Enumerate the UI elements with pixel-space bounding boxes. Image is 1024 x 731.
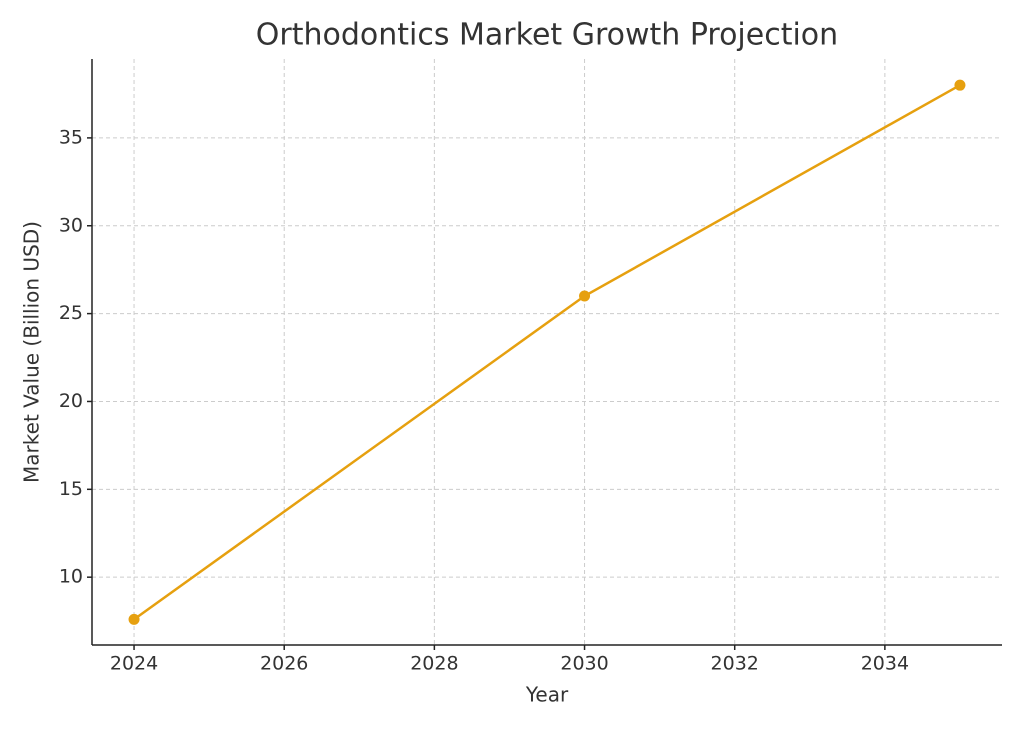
chart-title: Orthodontics Market Growth Projection (256, 18, 838, 53)
y-tick-label: 15 (59, 478, 83, 500)
x-tick-label: 2028 (410, 653, 458, 675)
point (579, 290, 591, 302)
x-axis-label: Year (525, 683, 569, 707)
x-tick-label: 2034 (861, 653, 909, 675)
y-axis-label: Market Value (Billion USD) (20, 221, 44, 483)
y-tick-label: 20 (59, 390, 83, 412)
x-tick-label: 2032 (711, 653, 759, 675)
series-line (133, 84, 961, 621)
y-tick-label: 30 (59, 214, 83, 236)
point (128, 613, 140, 625)
x-tick-label: 2026 (260, 653, 308, 675)
y-tick-label: 25 (59, 302, 83, 324)
point (954, 79, 966, 91)
x-tick-label: 2024 (110, 653, 158, 675)
y-tick-label: 35 (59, 126, 83, 148)
x-tick-label: 2030 (560, 653, 608, 675)
y-tick-label: 10 (59, 566, 83, 588)
